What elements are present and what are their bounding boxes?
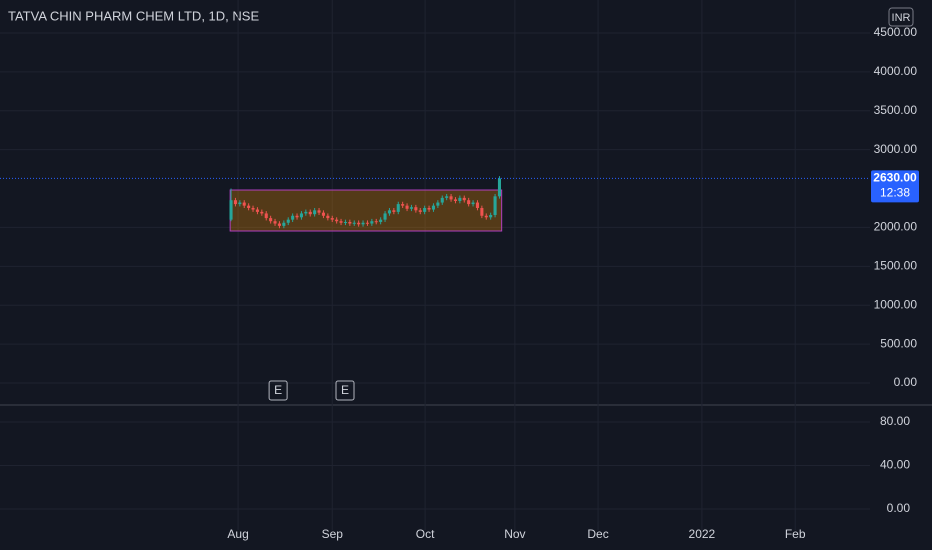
candle-body (269, 218, 273, 222)
candle-body (308, 211, 312, 215)
x-tick-label: Feb (785, 527, 806, 541)
candle-body (418, 210, 422, 212)
candle-body (247, 205, 251, 208)
candle-body (497, 178, 502, 197)
candle-body (313, 210, 317, 215)
candle-body (277, 223, 281, 226)
candle-body (330, 218, 334, 220)
candle-body (299, 213, 303, 218)
candle-body (401, 204, 405, 206)
y-tick-label: 1000.00 (874, 297, 918, 311)
candle-body (348, 221, 352, 224)
y2-tick-label: 0.00 (887, 501, 911, 515)
candle-body (365, 222, 369, 224)
y-tick-label: 500.00 (880, 336, 917, 350)
x-tick-label: Sep (322, 527, 344, 541)
x-tick-label: Aug (227, 527, 248, 541)
candle-body (282, 222, 286, 226)
candle-body (431, 205, 435, 210)
candle-body (392, 210, 396, 212)
candle-body (339, 221, 343, 223)
candle-body (326, 215, 330, 219)
candle-body (475, 202, 480, 208)
candle-body (295, 215, 299, 218)
candle-body (251, 207, 255, 210)
candle-body (383, 213, 387, 220)
y-tick-label: 0.00 (894, 375, 918, 389)
last-price-label: 2630.00 (873, 171, 917, 185)
last-price-tag (871, 170, 919, 203)
candle-body (255, 209, 259, 212)
candle-body (396, 204, 400, 212)
candle-body (374, 221, 378, 223)
candle-body (321, 212, 325, 216)
candle-body (242, 202, 246, 206)
candle-body (427, 207, 431, 210)
currency[interactable]: INR (892, 12, 911, 24)
candle-body (409, 207, 413, 209)
candle-body (493, 196, 497, 215)
candle-body (462, 197, 466, 201)
candle-body (484, 215, 488, 218)
candle-body (423, 207, 427, 212)
candle-body (449, 196, 453, 200)
candle-body (317, 210, 321, 213)
y-tick-label: 1500.00 (874, 258, 918, 272)
x-tick-label: Dec (587, 527, 608, 541)
candle-body (273, 221, 277, 224)
candle-body (379, 219, 383, 222)
candle-body (357, 222, 361, 225)
event-label: E (341, 383, 349, 397)
y-tick-label: 3000.00 (874, 142, 918, 156)
candle-body (260, 211, 264, 214)
candle-body (458, 197, 462, 201)
y-tick-label: 4000.00 (874, 64, 918, 78)
candle-body (286, 219, 290, 223)
chart-title: TATVA CHIN PHARM CHEM LTD, 1D, NSE (8, 8, 259, 23)
candle-body (238, 202, 242, 205)
candle-body (471, 202, 475, 205)
candle-body (453, 199, 458, 201)
candle-body (489, 214, 493, 218)
candle-body (480, 207, 484, 216)
candle-body (233, 200, 237, 205)
x-tick-label: Nov (504, 527, 525, 541)
candle-body (361, 222, 365, 225)
candle-body (304, 211, 308, 214)
candle-body (229, 200, 233, 220)
x-tick-label: Oct (416, 527, 435, 541)
event-marker[interactable] (335, 380, 355, 401)
candle-body (414, 207, 418, 211)
candle-body (436, 202, 440, 206)
y-tick-label: 3500.00 (874, 103, 918, 117)
candle-body (387, 210, 391, 214)
x-tick-label: 2022 (689, 527, 716, 541)
candle-body (264, 213, 268, 219)
y-tick-label: 4500.00 (874, 25, 918, 39)
currency-box[interactable] (888, 7, 914, 27)
y2-tick-label: 80.00 (880, 414, 910, 428)
y2-tick-label: 40.00 (880, 458, 910, 472)
countdown: 12:38 (880, 186, 910, 200)
candle-body (352, 222, 356, 224)
candle-body (405, 205, 409, 209)
event-marker[interactable] (268, 380, 288, 401)
candle-body (440, 197, 444, 203)
candle-body (343, 221, 347, 223)
candle-body (335, 219, 339, 222)
candle-body (291, 215, 295, 220)
range-rectangle (229, 189, 503, 232)
y-tick-label: 2000.00 (874, 220, 918, 234)
event-label: E (274, 383, 282, 397)
candle-body (445, 196, 449, 198)
candle-body (467, 200, 471, 205)
candle-body (370, 221, 374, 224)
